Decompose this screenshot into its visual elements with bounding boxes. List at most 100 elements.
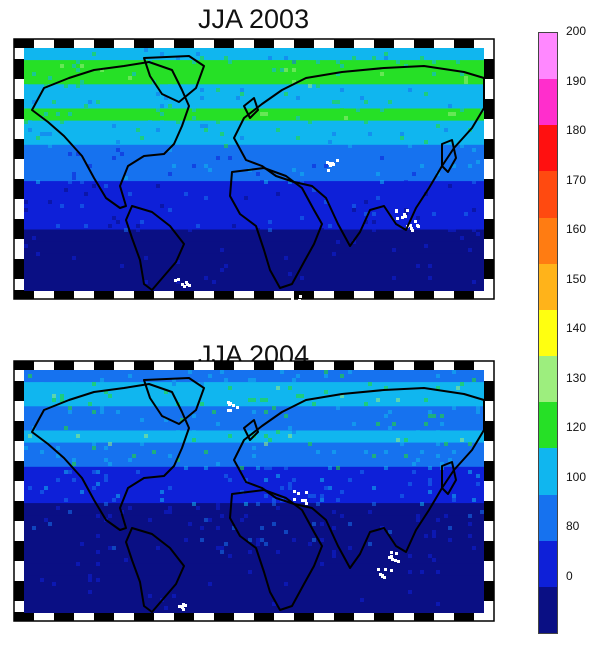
texture-cell — [172, 558, 176, 562]
texture-cell — [40, 370, 44, 374]
texture-cell — [384, 212, 388, 216]
texture-cell — [428, 478, 432, 482]
texture-cell — [436, 570, 440, 574]
texture-cell — [32, 526, 36, 530]
texture-cell — [52, 582, 56, 586]
texture-cell — [248, 590, 252, 594]
texture-cell — [372, 486, 376, 490]
texture-cell — [284, 56, 288, 60]
texture-cell — [364, 280, 368, 284]
texture-cell — [416, 446, 420, 450]
texture-cell — [200, 526, 204, 530]
texture-cell — [360, 116, 364, 120]
texture-cell — [120, 478, 124, 482]
texture-cell — [196, 554, 200, 558]
texture-cell — [328, 486, 332, 490]
frame-tick — [484, 581, 494, 601]
texture-cell — [284, 582, 288, 586]
texture-cell — [460, 144, 464, 148]
texture-cell — [268, 506, 272, 510]
texture-cell — [392, 276, 396, 280]
texture-cell — [284, 136, 288, 140]
texture-cell — [416, 586, 420, 590]
missing-data-cell — [180, 605, 183, 608]
ocean-band — [24, 120, 484, 134]
texture-cell — [368, 382, 372, 386]
missing-data-cell — [395, 209, 398, 212]
texture-cell — [188, 188, 192, 192]
texture-cell — [52, 100, 56, 104]
texture-cell — [388, 426, 392, 430]
missing-data-cell — [229, 409, 232, 412]
texture-cell — [356, 394, 360, 398]
texture-cell — [324, 486, 328, 490]
texture-cell — [268, 264, 272, 268]
texture-cell — [72, 172, 76, 176]
texture-cell — [48, 200, 52, 204]
texture-cell — [220, 248, 224, 252]
texture-cell — [264, 434, 268, 438]
texture-cell — [96, 116, 100, 120]
texture-cell — [476, 160, 480, 164]
texture-cell — [72, 570, 76, 574]
texture-cell — [148, 140, 152, 144]
texture-cell — [464, 280, 468, 284]
texture-cell — [288, 196, 292, 200]
texture-cell — [92, 486, 96, 490]
texture-cell — [92, 442, 96, 446]
colorbar-segment — [539, 309, 557, 358]
texture-cell — [332, 550, 336, 554]
texture-cell — [36, 252, 40, 256]
texture-cell — [260, 438, 264, 442]
texture-cell — [360, 244, 364, 248]
texture-cell — [148, 594, 152, 598]
missing-data-cell — [305, 502, 308, 505]
texture-cell — [424, 594, 428, 598]
texture-cell — [84, 256, 88, 260]
texture-cell — [276, 128, 280, 132]
texture-cell — [92, 382, 96, 386]
texture-cell — [100, 606, 104, 610]
texture-cell — [288, 180, 292, 184]
texture-cell — [276, 474, 280, 478]
texture-cell — [56, 506, 60, 510]
texture-cell — [124, 176, 128, 180]
texture-cell — [468, 236, 472, 240]
texture-cell — [328, 466, 332, 470]
texture-cell — [476, 546, 480, 550]
texture-cell — [116, 148, 120, 152]
texture-cell — [168, 454, 172, 458]
texture-cell — [392, 422, 396, 426]
texture-cell — [340, 64, 344, 68]
texture-cell — [164, 176, 168, 180]
texture-cell — [476, 406, 480, 410]
texture-cell — [144, 232, 148, 236]
texture-cell — [88, 402, 92, 406]
texture-cell — [108, 530, 112, 534]
texture-cell — [220, 132, 224, 136]
texture-cell — [208, 188, 212, 192]
texture-cell — [452, 590, 456, 594]
texture-cell — [284, 68, 288, 72]
texture-cell — [48, 590, 52, 594]
texture-cell — [432, 518, 436, 522]
texture-cell — [420, 526, 424, 530]
texture-cell — [104, 474, 108, 478]
texture-cell — [108, 582, 112, 586]
texture-cell — [472, 48, 476, 52]
texture-cell — [220, 550, 224, 554]
texture-cell — [128, 562, 132, 566]
texture-cell — [324, 602, 328, 606]
texture-cell — [336, 72, 340, 76]
texture-cell — [456, 72, 460, 76]
texture-cell — [324, 200, 328, 204]
frame-tick — [134, 39, 154, 48]
colorbar-segment — [539, 402, 557, 450]
texture-cell — [52, 204, 56, 208]
frame-tick — [484, 381, 494, 401]
texture-cell — [216, 546, 220, 550]
texture-cell — [76, 152, 80, 156]
texture-cell — [284, 414, 288, 418]
texture-cell — [168, 172, 172, 176]
coastline-japan — [441, 139, 457, 173]
